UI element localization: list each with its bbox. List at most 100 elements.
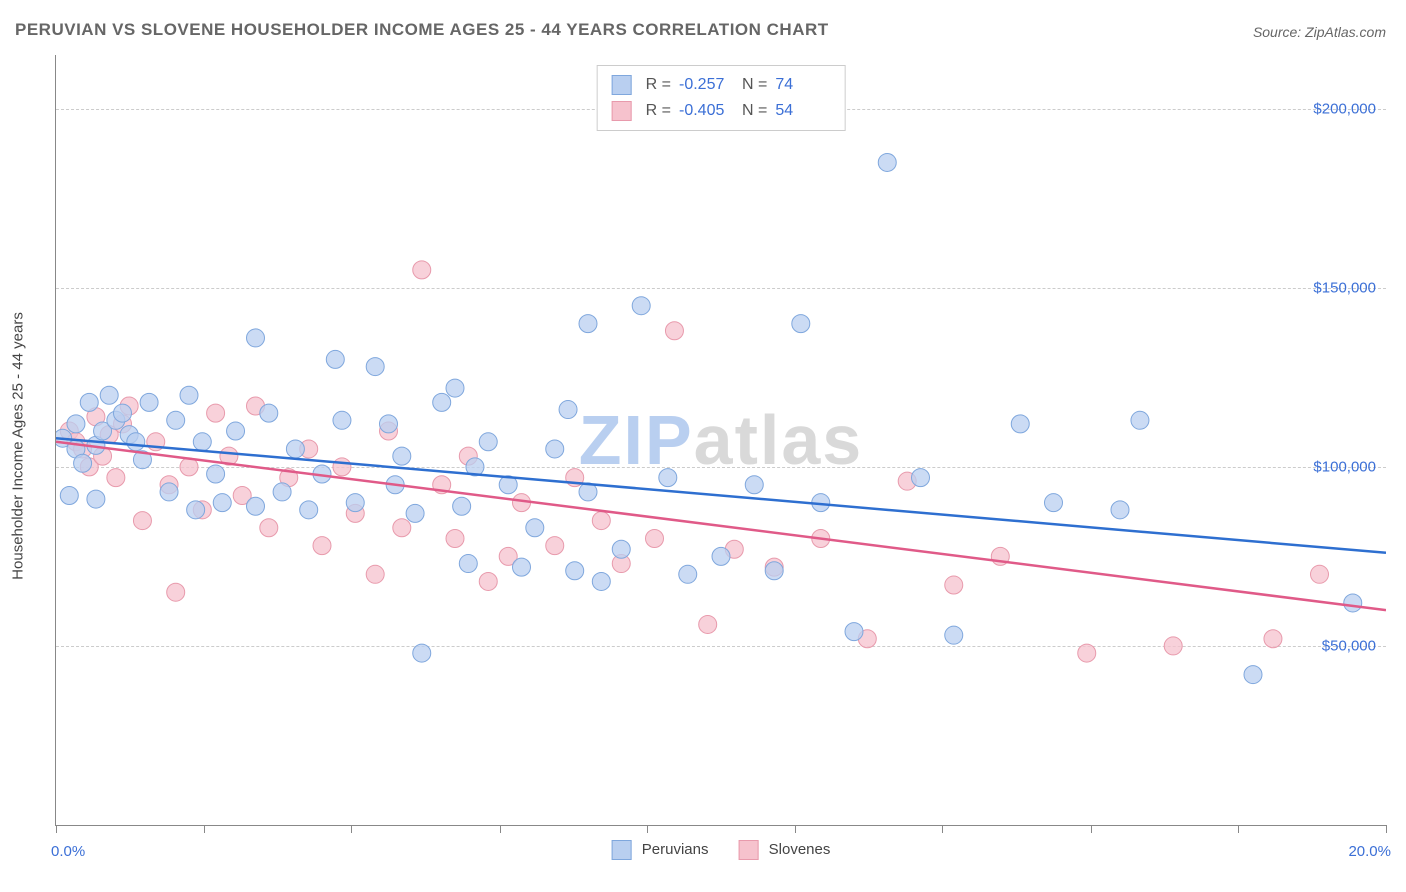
x-axis-max-label: 20.0% xyxy=(1348,843,1391,860)
data-point xyxy=(1045,494,1063,512)
data-point xyxy=(446,529,464,547)
legend-n-value: 54 xyxy=(775,98,830,124)
legend-r-value: -0.257 xyxy=(679,72,734,98)
data-point xyxy=(612,540,630,558)
data-point xyxy=(546,537,564,555)
data-point xyxy=(187,501,205,519)
data-point xyxy=(247,329,265,347)
data-point xyxy=(193,433,211,451)
data-point xyxy=(333,458,351,476)
data-point xyxy=(273,483,291,501)
data-point xyxy=(133,512,151,530)
legend-swatch-icon xyxy=(738,840,758,860)
data-point xyxy=(912,469,930,487)
data-point xyxy=(333,411,351,429)
data-point xyxy=(1111,501,1129,519)
data-point xyxy=(579,315,597,333)
data-point xyxy=(1344,594,1362,612)
data-point xyxy=(393,519,411,537)
x-tick xyxy=(795,825,796,833)
correlation-legend: R = -0.257 N = 74 R = -0.405 N = 54 xyxy=(597,65,846,131)
data-point xyxy=(433,393,451,411)
data-point xyxy=(1264,630,1282,648)
x-tick xyxy=(56,825,57,833)
x-tick xyxy=(647,825,648,833)
x-tick xyxy=(351,825,352,833)
data-point xyxy=(127,433,145,451)
data-point xyxy=(566,562,584,580)
data-point xyxy=(878,153,896,171)
legend-n-label: N = xyxy=(742,72,767,98)
data-point xyxy=(114,404,132,422)
chart-title: PERUVIAN VS SLOVENE HOUSEHOLDER INCOME A… xyxy=(15,20,829,40)
data-point xyxy=(945,576,963,594)
chart-container: PERUVIAN VS SLOVENE HOUSEHOLDER INCOME A… xyxy=(0,0,1406,892)
x-tick xyxy=(1238,825,1239,833)
trend-line xyxy=(56,438,1386,553)
data-point xyxy=(546,440,564,458)
data-point xyxy=(87,490,105,508)
data-point xyxy=(1164,637,1182,655)
legend-item-slovenes: Slovenes xyxy=(738,840,830,860)
legend-r-value: -0.405 xyxy=(679,98,734,124)
data-point xyxy=(765,562,783,580)
data-point xyxy=(247,497,265,515)
data-point xyxy=(140,393,158,411)
legend-n-label: N = xyxy=(742,98,767,124)
x-tick xyxy=(1386,825,1387,833)
data-point xyxy=(459,555,477,573)
data-point xyxy=(80,393,98,411)
data-point xyxy=(380,415,398,433)
data-point xyxy=(479,433,497,451)
data-point xyxy=(845,623,863,641)
data-point xyxy=(100,386,118,404)
legend-r-label: R = xyxy=(646,98,671,124)
data-point xyxy=(260,519,278,537)
x-axis-min-label: 0.0% xyxy=(51,843,85,860)
trend-line xyxy=(56,442,1386,610)
data-point xyxy=(1131,411,1149,429)
series-legend: Peruvians Slovenes xyxy=(612,840,831,860)
data-point xyxy=(646,529,664,547)
data-point xyxy=(453,497,471,515)
x-tick xyxy=(500,825,501,833)
data-point xyxy=(592,512,610,530)
data-point xyxy=(446,379,464,397)
chart-svg xyxy=(56,55,1386,825)
data-point xyxy=(167,411,185,429)
data-point xyxy=(679,565,697,583)
data-point xyxy=(559,401,577,419)
data-point xyxy=(712,547,730,565)
data-point xyxy=(513,558,531,576)
legend-r-label: R = xyxy=(646,72,671,98)
data-point xyxy=(60,487,78,505)
data-point xyxy=(346,494,364,512)
correlation-legend-row: R = -0.405 N = 54 xyxy=(612,98,831,124)
legend-swatch-slovenes xyxy=(612,101,632,121)
legend-item-peruvians: Peruvians xyxy=(612,840,709,860)
data-point xyxy=(792,315,810,333)
data-point xyxy=(1244,666,1262,684)
legend-item-label: Slovenes xyxy=(769,841,831,858)
data-point xyxy=(745,476,763,494)
data-point xyxy=(160,483,178,501)
data-point xyxy=(260,404,278,422)
legend-swatch-peruvians xyxy=(612,75,632,95)
data-point xyxy=(167,583,185,601)
plot-area: ZIPatlas R = -0.257 N = 74 R = -0.405 N … xyxy=(55,55,1386,826)
data-point xyxy=(326,350,344,368)
y-axis-label: Householder Income Ages 25 - 44 years xyxy=(10,312,27,580)
data-point xyxy=(207,465,225,483)
data-point xyxy=(180,386,198,404)
x-tick xyxy=(942,825,943,833)
data-point xyxy=(1078,644,1096,662)
data-point xyxy=(366,358,384,376)
source-attribution: Source: ZipAtlas.com xyxy=(1253,24,1386,40)
data-point xyxy=(665,322,683,340)
data-point xyxy=(1011,415,1029,433)
data-point xyxy=(1311,565,1329,583)
data-point xyxy=(213,494,231,512)
x-tick xyxy=(1091,825,1092,833)
data-point xyxy=(479,572,497,590)
legend-item-label: Peruvians xyxy=(642,841,709,858)
